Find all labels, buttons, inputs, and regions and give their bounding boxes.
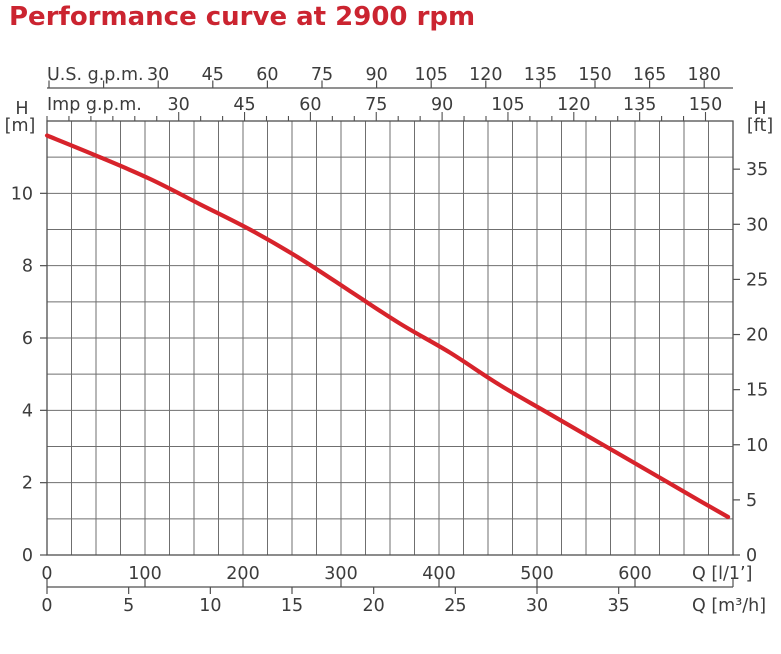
q-m3h-tick-label: 15 [281,596,303,616]
q-m3h-tick-label: 0 [41,596,52,616]
h-m-tick-label: 8 [22,257,33,277]
h-m-tick-label: 6 [22,329,33,349]
q-m3h-tick-label: 25 [444,596,466,616]
us-gpm-tick-label: 150 [578,65,611,85]
q-m3h-tick-label: 10 [199,596,221,616]
performance-curve-line [44,133,731,520]
us-gpm-axis-name: U.S. g.p.m. [47,65,144,85]
q-m3h-tick-label: 5 [123,596,134,616]
h-m-axis-name: H [15,99,28,119]
h-ft-axis: H[ft] 0 5 10 15 20 25 30 35 [733,99,773,566]
us-gpm-tick-label: 135 [524,65,557,85]
us-gpm-tick-label: 30 [147,65,169,85]
us-gpm-axis: U.S. g.p.m. 30 45 60 75 90 105 120 135 150 165 180 [47,65,733,89]
us-gpm-tick-label: 60 [256,65,278,85]
q-m3h-axis: 0 5 10 15 20 25 30 35 Q [m³/h] [41,587,766,616]
q-lmin-tick-label: 300 [324,564,357,584]
h-ft-tick-label: 0 [746,546,757,566]
q-lmin-axis: 0 100 200 300 400 500 600 Q [l/1’] [41,564,752,588]
imp-gpm-tick-label: 60 [299,95,321,115]
h-m-tick-label: 0 [22,546,33,566]
us-gpm-tick-label: 75 [311,65,333,85]
imp-gpm-tick-label: 150 [689,95,722,115]
q-m3h-tick-label: 30 [526,596,548,616]
h-ft-tick-label: 35 [746,160,768,180]
h-m-axis-unit: [m] [5,116,36,136]
h-ft-tick-label: 30 [746,215,768,235]
q-lmin-tick-label: 100 [128,564,161,584]
imp-gpm-tick-label: 105 [491,95,524,115]
imp-gpm-axis-name: Imp g.p.m. [47,95,142,115]
h-ft-tick-label: 15 [746,381,768,401]
q-m3h-tick-label: 20 [363,596,385,616]
q-m3h-axis-name: Q [m³/h] [692,596,766,616]
us-gpm-tick-label: 90 [365,65,387,85]
q-lmin-tick-label: 400 [422,564,455,584]
q-lmin-tick-label: 200 [226,564,259,584]
q-lmin-tick-label: 0 [41,564,52,584]
h-ft-tick-label: 10 [746,436,768,456]
imp-gpm-tick-label: 120 [557,95,590,115]
us-gpm-tick-label: 165 [633,65,666,85]
h-m-tick-label: 10 [11,184,33,204]
grid [47,121,733,555]
q-lmin-tick-label: 500 [520,564,553,584]
us-gpm-tick-label: 180 [687,65,720,85]
imp-gpm-axis: Imp g.p.m. 30 45 60 75 90 105 120 135 150 [46,95,722,121]
us-gpm-tick-label: 45 [202,65,224,85]
h-m-tick-label: 4 [22,401,33,421]
us-gpm-tick-label: 120 [469,65,502,85]
h-ft-tick-label: 20 [746,326,768,346]
q-lmin-tick-label: 600 [618,564,651,584]
q-m3h-tick-label: 35 [608,596,630,616]
imp-gpm-tick-label: 30 [168,95,190,115]
imp-gpm-tick-label: 45 [233,95,255,115]
us-gpm-tick-label: 105 [414,65,447,85]
imp-gpm-tick-label: 135 [623,95,656,115]
h-ft-tick-label: 25 [746,270,768,290]
q-lmin-axis-name: Q [l/1’] [692,564,752,584]
h-m-tick-label: 2 [22,474,33,494]
h-m-axis: H[m] 0 2 4 6 8 10 [5,99,47,566]
h-ft-axis-unit: [ft] [747,116,773,136]
h-ft-tick-label: 5 [746,491,757,511]
imp-gpm-tick-label: 90 [431,95,453,115]
chart-title: Performance curve at 2900 rpm [9,2,476,32]
h-ft-axis-name: H [753,99,766,119]
imp-gpm-tick-label: 75 [365,95,387,115]
